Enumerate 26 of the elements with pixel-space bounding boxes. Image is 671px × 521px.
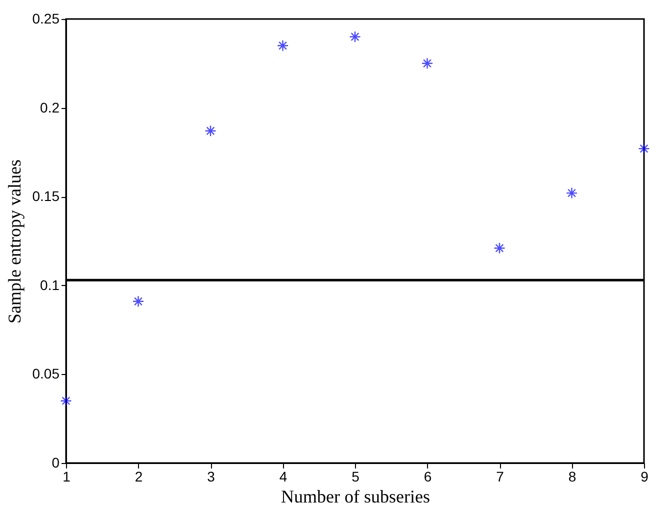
point <box>638 142 650 154</box>
point <box>349 30 361 43</box>
y-tick-label: 0.1 <box>40 276 60 293</box>
x-tick-label: 5 <box>352 468 360 484</box>
x-tick-label: 9 <box>640 468 649 484</box>
x-tick-label: 8 <box>568 468 576 484</box>
x-tick-label: 3 <box>207 468 216 484</box>
y-tick-label: 0.05 <box>32 366 60 382</box>
y-tick-label: 0.15 <box>32 188 60 204</box>
point <box>60 394 72 407</box>
y-axis-title: Sample entropy values <box>4 160 24 324</box>
point <box>204 125 216 137</box>
point <box>494 242 506 254</box>
x-tick-label: 6 <box>424 468 432 484</box>
point <box>421 58 434 70</box>
point <box>566 187 578 199</box>
y-tick-label: 0.25 <box>32 10 60 26</box>
x-tick-label: 2 <box>134 468 143 484</box>
y-tick-label: 0 <box>52 454 60 470</box>
x-tick-label: 4 <box>279 468 288 484</box>
x-tick-label: 7 <box>496 468 504 484</box>
x-tick-label: 1 <box>62 468 71 484</box>
point <box>276 40 289 52</box>
y-tick-label: 0.2 <box>40 99 60 116</box>
point <box>132 296 144 308</box>
x-axis-title: Number of subseries <box>281 486 430 506</box>
